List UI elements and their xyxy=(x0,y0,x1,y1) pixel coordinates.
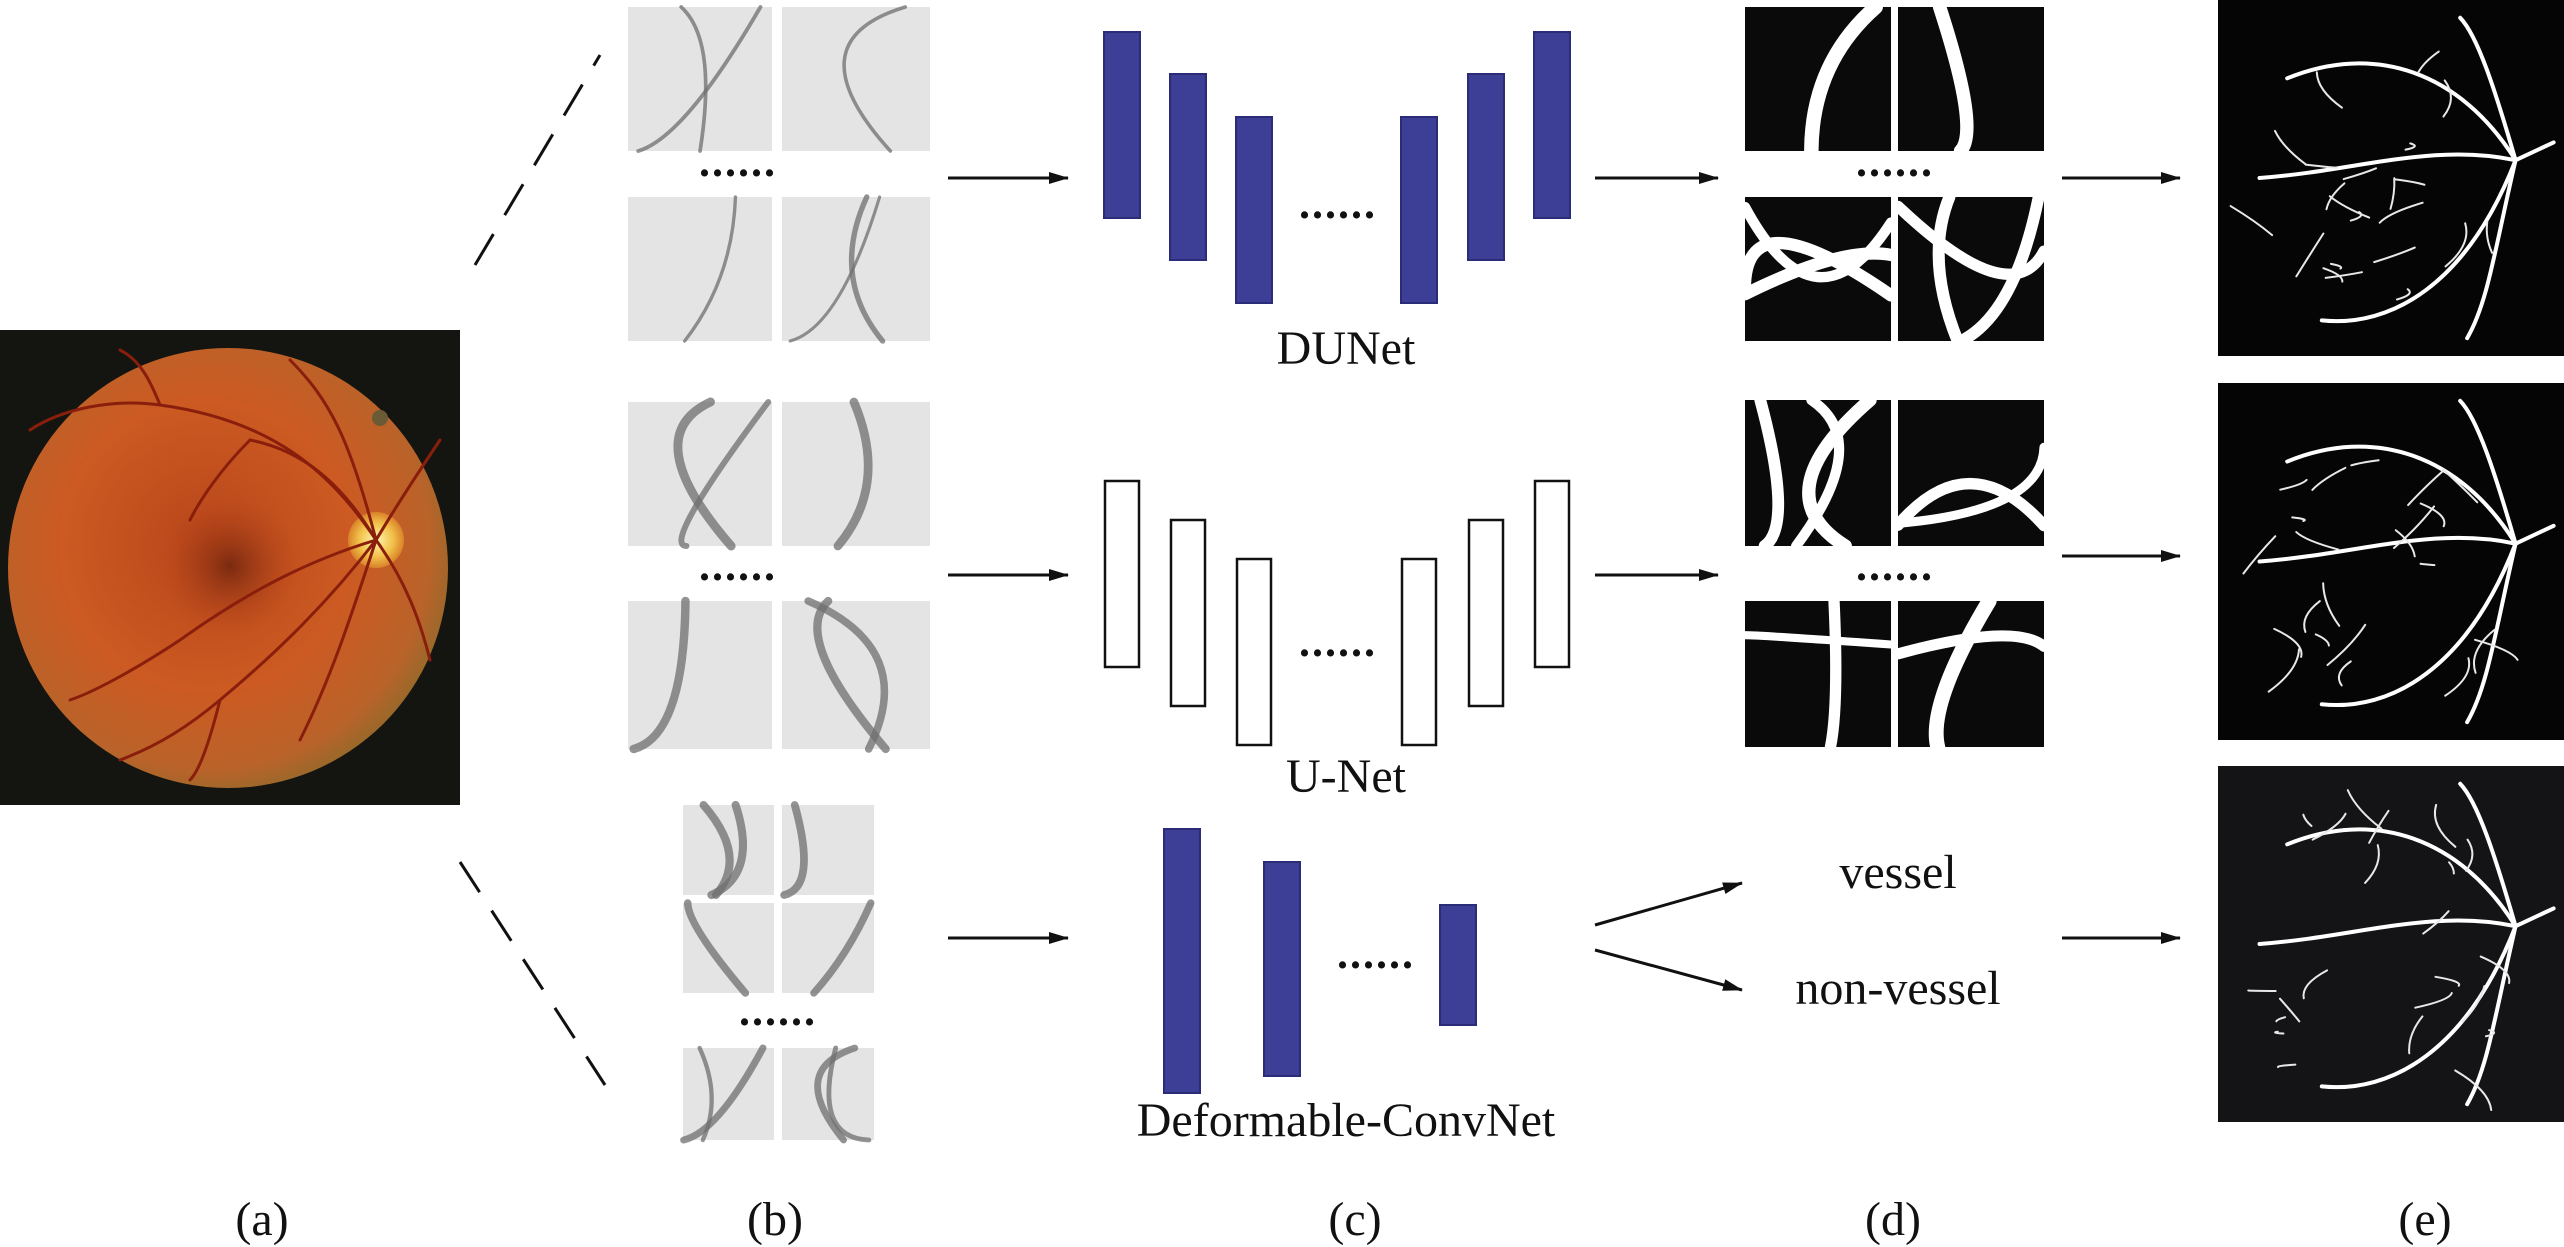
deformable-layer xyxy=(1263,861,1301,1077)
arrow-deformable-to-vessel xyxy=(1594,881,1743,927)
deformable-ellipsis: ...... xyxy=(1337,929,1415,978)
patch-tile xyxy=(628,397,772,551)
mask-tile xyxy=(1738,197,1898,341)
vessel-map-unet xyxy=(2218,383,2564,740)
patch-tile xyxy=(628,5,772,153)
vessel-label: vessel xyxy=(1839,846,1956,899)
patch-tile xyxy=(782,397,930,551)
dunet-layer xyxy=(1533,31,1571,219)
fundus-image xyxy=(0,330,460,805)
unet-layer xyxy=(1400,557,1438,747)
patches-ellipsis-bottom: ...... xyxy=(739,986,817,1035)
deformable-label: Deformable-ConvNet xyxy=(1137,1094,1556,1147)
dunet-block: ...... DUNet xyxy=(1103,31,1571,375)
column-label-e: (e) xyxy=(2398,1193,2451,1246)
patch-tile xyxy=(780,801,874,899)
arrow-deformable-to-non-vessel xyxy=(1594,948,1743,992)
patch-tile xyxy=(683,899,774,997)
unet-layer xyxy=(1169,518,1207,708)
dunet-layer xyxy=(1467,73,1505,261)
input-patches xyxy=(628,5,930,1144)
dunet-label: DUNet xyxy=(1277,322,1416,375)
unet-block: ...... U-Net xyxy=(1103,479,1571,803)
patch-tile xyxy=(782,1044,874,1144)
deformable-convnet-block: ...... Deformable-ConvNet xyxy=(1137,828,1556,1147)
unet-layer xyxy=(1533,479,1571,669)
dunet-ellipsis: ...... xyxy=(1299,179,1377,228)
patch-tile xyxy=(782,899,875,997)
patches-ellipsis-top: ...... xyxy=(699,137,777,186)
dunet-layer xyxy=(1103,31,1141,219)
segmentation-masks xyxy=(1738,0,2050,755)
unet-layer xyxy=(1467,518,1505,708)
unet-layer xyxy=(1235,557,1273,747)
mask-tile xyxy=(1740,595,1896,753)
mask-tile xyxy=(1892,400,2050,546)
patch-tile xyxy=(680,1044,774,1144)
mask-tile xyxy=(1892,593,2050,755)
dunet-layer xyxy=(1400,116,1438,304)
dunet-layer xyxy=(1235,116,1273,304)
vessel-maps xyxy=(2218,0,2564,1122)
patch-tile xyxy=(628,195,772,343)
dunet-layer xyxy=(1169,73,1207,261)
mask-tile xyxy=(1892,190,2050,348)
deformable-layer xyxy=(1163,828,1201,1094)
vessel-map-dunet xyxy=(2218,0,2564,356)
mask-tile xyxy=(1745,0,1891,159)
zoom-line-bottom xyxy=(458,861,607,1086)
patch-tile xyxy=(782,194,930,344)
masks-ellipsis-top: ...... xyxy=(1856,137,1934,186)
mask-tile xyxy=(1745,393,1891,553)
patch-tile xyxy=(782,596,930,754)
zoom-line-top xyxy=(473,54,602,266)
vessel-map-deformable xyxy=(2218,766,2564,1122)
unet-label: U-Net xyxy=(1286,750,1407,803)
column-label-b: (b) xyxy=(747,1193,803,1246)
non-vessel-label: non-vessel xyxy=(1795,962,2000,1015)
patch-tile xyxy=(683,800,774,900)
unet-ellipsis: ...... xyxy=(1299,617,1377,666)
masks-ellipsis-middle: ...... xyxy=(1856,541,1934,590)
unet-layer xyxy=(1103,479,1141,669)
mask-tile xyxy=(1898,0,2044,158)
patch-tile xyxy=(782,5,930,153)
column-label-c: (c) xyxy=(1328,1193,1381,1246)
column-label-a: (a) xyxy=(235,1193,288,1246)
deformable-layer xyxy=(1439,904,1477,1026)
patches-ellipsis-middle: ...... xyxy=(699,541,777,590)
column-label-d: (d) xyxy=(1865,1193,1921,1246)
patch-tile xyxy=(628,596,772,754)
